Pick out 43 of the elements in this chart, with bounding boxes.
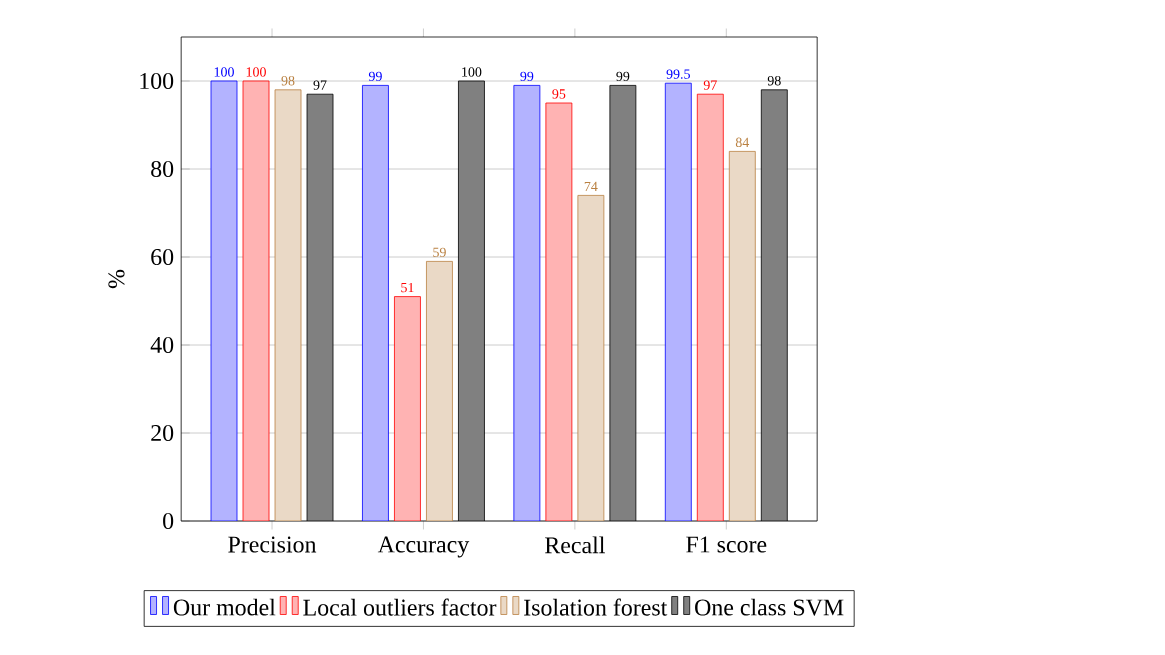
data-label: 99 <box>520 71 534 81</box>
x-tick-label: Accuracy <box>377 536 470 558</box>
data-label: 100 <box>246 67 266 77</box>
bar <box>513 85 541 521</box>
bar <box>362 85 389 521</box>
y-tick-label: 60 <box>151 248 174 266</box>
data-label: 99.5 <box>666 69 690 79</box>
y-tick-label: 100 <box>140 72 174 90</box>
bar <box>210 80 238 521</box>
legend-label: One class SVM <box>695 598 844 616</box>
x-tick-label: Precision <box>228 536 317 553</box>
bar <box>242 80 270 521</box>
data-label: 100 <box>214 67 234 77</box>
data-label: 97 <box>703 80 717 90</box>
x-tick-label: F1 score <box>686 536 767 553</box>
bar <box>728 151 756 521</box>
bar <box>545 102 573 521</box>
data-label: 98 <box>281 76 295 86</box>
data-label: 95 <box>552 89 566 99</box>
data-label: 97 <box>313 80 327 90</box>
bar <box>426 261 453 521</box>
bar <box>577 195 605 521</box>
data-label: 100 <box>462 67 482 77</box>
x-tick-label: Recall <box>545 536 605 554</box>
legend-label: Isolation forest <box>524 598 668 616</box>
legend-label: Local outliers factor <box>303 598 497 616</box>
bar <box>664 82 692 521</box>
data-label: 59 <box>433 247 446 258</box>
data-label: 51 <box>401 282 414 293</box>
y-tick-label: 80 <box>151 160 174 178</box>
y-axis-title: % <box>108 269 125 289</box>
y-tick-label: 0 <box>163 512 174 530</box>
legend-label: Our model <box>173 598 276 616</box>
data-label: 99 <box>616 71 630 81</box>
data-label: 99 <box>368 71 382 81</box>
data-label: 98 <box>767 76 781 86</box>
data-label: 84 <box>735 137 750 148</box>
bar <box>696 93 724 521</box>
data-label: 74 <box>584 181 598 192</box>
bar <box>274 89 302 521</box>
y-tick-label: 40 <box>150 336 174 354</box>
y-tick-label: 20 <box>151 424 174 442</box>
bar <box>394 296 421 521</box>
